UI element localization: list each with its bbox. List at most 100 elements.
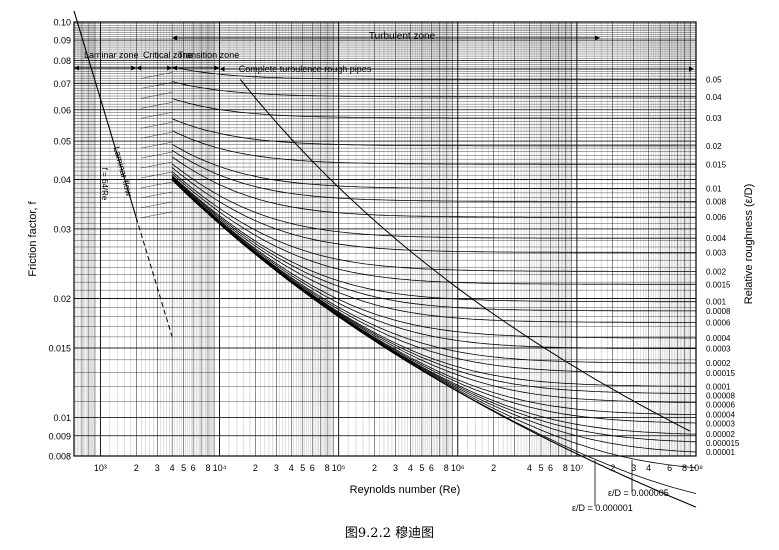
critical-zone-hatch — [141, 102, 173, 109]
y-tick-label: 0.04 — [53, 175, 71, 185]
x-tick-label: 8 — [205, 463, 210, 473]
turbulent-zone-arrow-head — [595, 35, 600, 41]
critical-zone-hatch — [141, 92, 173, 99]
y-tick-label: 0.02 — [53, 294, 71, 304]
critical-zone-hatch — [141, 112, 173, 119]
critical-zone-hatch — [141, 191, 173, 199]
roughness-curve — [171, 167, 696, 253]
roughness-label: 0.004 — [706, 234, 727, 243]
roughness-label: 0.00002 — [706, 430, 735, 439]
y-tick-label: 0.009 — [48, 431, 71, 441]
roughness-note-0.000005: ε/D = 0.000005 — [608, 488, 669, 498]
zone-label-turbulent: Turbulent zone — [369, 31, 436, 42]
x-tick-label: 8 — [682, 463, 687, 473]
transition-zone-arrow-head — [214, 65, 220, 71]
y-axis-label: Friction factor, f — [27, 200, 39, 276]
x-tick-label: 3 — [155, 463, 160, 473]
x-tick-label: 2 — [610, 463, 615, 473]
roughness-curve — [171, 178, 697, 364]
critical-zone-hatch — [141, 201, 173, 209]
critical-zone-hatch — [141, 211, 173, 218]
roughness-label: 0.0001 — [706, 382, 731, 391]
roughness-curve — [172, 81, 696, 98]
roughness-curve — [171, 176, 696, 312]
x-tick-label: 10⁴ — [213, 463, 227, 473]
roughness-label: 0.0002 — [706, 359, 731, 368]
laminar-formula: f = 64/Re — [100, 168, 109, 201]
critical-zone-hatch — [141, 141, 173, 149]
roughness-label: 0.0004 — [706, 334, 731, 343]
roughness-curve — [171, 173, 696, 285]
zone-annotations — [73, 10, 694, 506]
roughness-label: 0.008 — [706, 197, 727, 206]
roughness-label: 0.05 — [706, 76, 722, 85]
roughness-curve — [171, 163, 696, 239]
x-tick-label: 3 — [631, 463, 636, 473]
roughness-label: 0.0008 — [706, 307, 731, 316]
x-tick-label: 4 — [408, 463, 413, 473]
y-tick-label: 0.015 — [48, 343, 71, 353]
critical-zone-hatch — [141, 151, 173, 159]
critical-zone-hatch — [141, 82, 173, 89]
roughness-curve — [171, 156, 696, 218]
roughness-curve — [171, 178, 696, 349]
critical-zone-arrow-head — [167, 65, 173, 71]
roughness-curve — [171, 177, 696, 323]
x-tick-label: 8 — [325, 463, 330, 473]
x-tick-label: 10⁵ — [332, 463, 346, 473]
critical-zone-arrow-tail — [136, 65, 142, 71]
roughness-curve — [171, 179, 696, 394]
grid-lines — [73, 21, 696, 457]
roughness-curve — [171, 143, 696, 190]
rough-zone-arrow-head — [689, 66, 694, 72]
laminar-zone-arrow-tail — [74, 65, 79, 71]
critical-zone-hatch — [141, 161, 173, 169]
x-tick-label: 5 — [539, 463, 544, 473]
roughness-note-0.000001: ε/D = 0.000001 — [572, 503, 633, 513]
x-tick-labels: 10³ 2 3 4 5 6 8 10⁴ 2 3 4 5 6 8 10⁵ 2 3 4 5 6 8 10⁶ 2 4 5 6 8 10⁷ 2 3… — [94, 463, 703, 473]
roughness-label: 0.00008 — [706, 391, 735, 400]
roughness-curve — [172, 66, 696, 80]
x-tick-label: 5 — [300, 463, 305, 473]
roughness-label: 0.001 — [706, 298, 727, 307]
rough-zone-boundary — [240, 79, 691, 432]
roughness-label: 0.02 — [706, 142, 722, 151]
roughness-curve — [171, 118, 696, 147]
roughness-curves — [171, 66, 697, 508]
roughness-label: 0.00006 — [706, 400, 735, 409]
x-tick-label: 4 — [646, 463, 651, 473]
roughness-label: 0.00004 — [706, 411, 735, 420]
roughness-label: 0.000015 — [706, 439, 740, 448]
laminar-flow-line — [73, 10, 137, 218]
x-tick-label: 2 — [372, 463, 377, 473]
rough-zone-arrow-tail — [219, 66, 225, 72]
roughness-label: 0.003 — [706, 248, 727, 257]
y-tick-label: 0.10 — [53, 18, 71, 28]
x-tick-label: 5 — [419, 463, 424, 473]
roughness-label: 0.0006 — [706, 318, 731, 327]
x-tick-label: 10⁷ — [570, 463, 583, 473]
x-tick-label: 4 — [170, 463, 175, 473]
x-tick-label: 6 — [548, 463, 553, 473]
roughness-curve — [171, 177, 696, 339]
critical-zone-hatch — [141, 131, 173, 139]
transition-zone-arrow-tail — [172, 65, 178, 71]
x-tick-label: 10³ — [94, 463, 107, 473]
laminar-flow-label: Laminar flow — [111, 145, 134, 197]
x-tick-label: 6 — [310, 463, 315, 473]
y-tick-label: 0.05 — [53, 137, 71, 147]
roughness-curve — [171, 175, 696, 303]
roughness-curve — [171, 171, 696, 272]
smooth-pipe-curve — [171, 179, 697, 508]
x-tick-label: 4 — [527, 463, 532, 473]
zone-label-transition: Transition zone — [178, 50, 239, 60]
critical-zone-hatch — [141, 122, 173, 129]
y-tick-labels: 0.10 0.09 0.08 0.07 0.06 0.05 0.04 0.03 0.02 0.01… — [48, 18, 71, 462]
x-tick-label: 10⁸ — [689, 463, 703, 473]
y-tick-label: 0.07 — [53, 79, 71, 89]
zone-label-rough: Complete turbulence rough pipes — [239, 64, 372, 74]
roughness-label: 0.01 — [706, 185, 722, 194]
x-tick-label: 10⁶ — [451, 463, 465, 473]
y-tick-label: 0.03 — [53, 224, 71, 234]
